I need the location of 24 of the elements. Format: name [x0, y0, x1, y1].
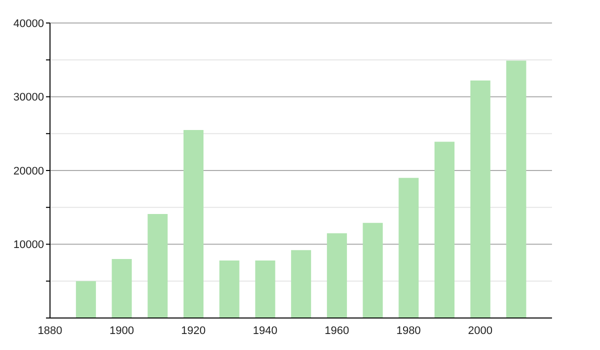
bar [362, 222, 383, 318]
bar [219, 260, 240, 318]
y-tick-label: 30000 [13, 92, 44, 104]
x-tick-label: 1960 [324, 324, 350, 337]
x-tick-label: 2000 [468, 324, 493, 337]
bar [255, 260, 276, 318]
bar [291, 250, 312, 318]
bar [434, 142, 454, 318]
x-tick-label: 1940 [252, 324, 278, 337]
x-tick-label: 1980 [396, 324, 421, 337]
bar [148, 214, 168, 318]
bar [76, 281, 96, 318]
bar [184, 130, 204, 318]
bar [506, 60, 526, 318]
x-tick-label: 1920 [181, 324, 206, 337]
y-tick-label: 40000 [13, 18, 44, 30]
x-tick-label: 1880 [38, 324, 62, 337]
bar [470, 80, 490, 318]
bar [112, 259, 132, 318]
bar [326, 233, 347, 318]
x-tick-label: 1900 [109, 324, 134, 337]
y-tick-label: 20000 [13, 165, 44, 178]
y-tick-label: 10000 [13, 239, 44, 252]
bar [398, 178, 419, 318]
